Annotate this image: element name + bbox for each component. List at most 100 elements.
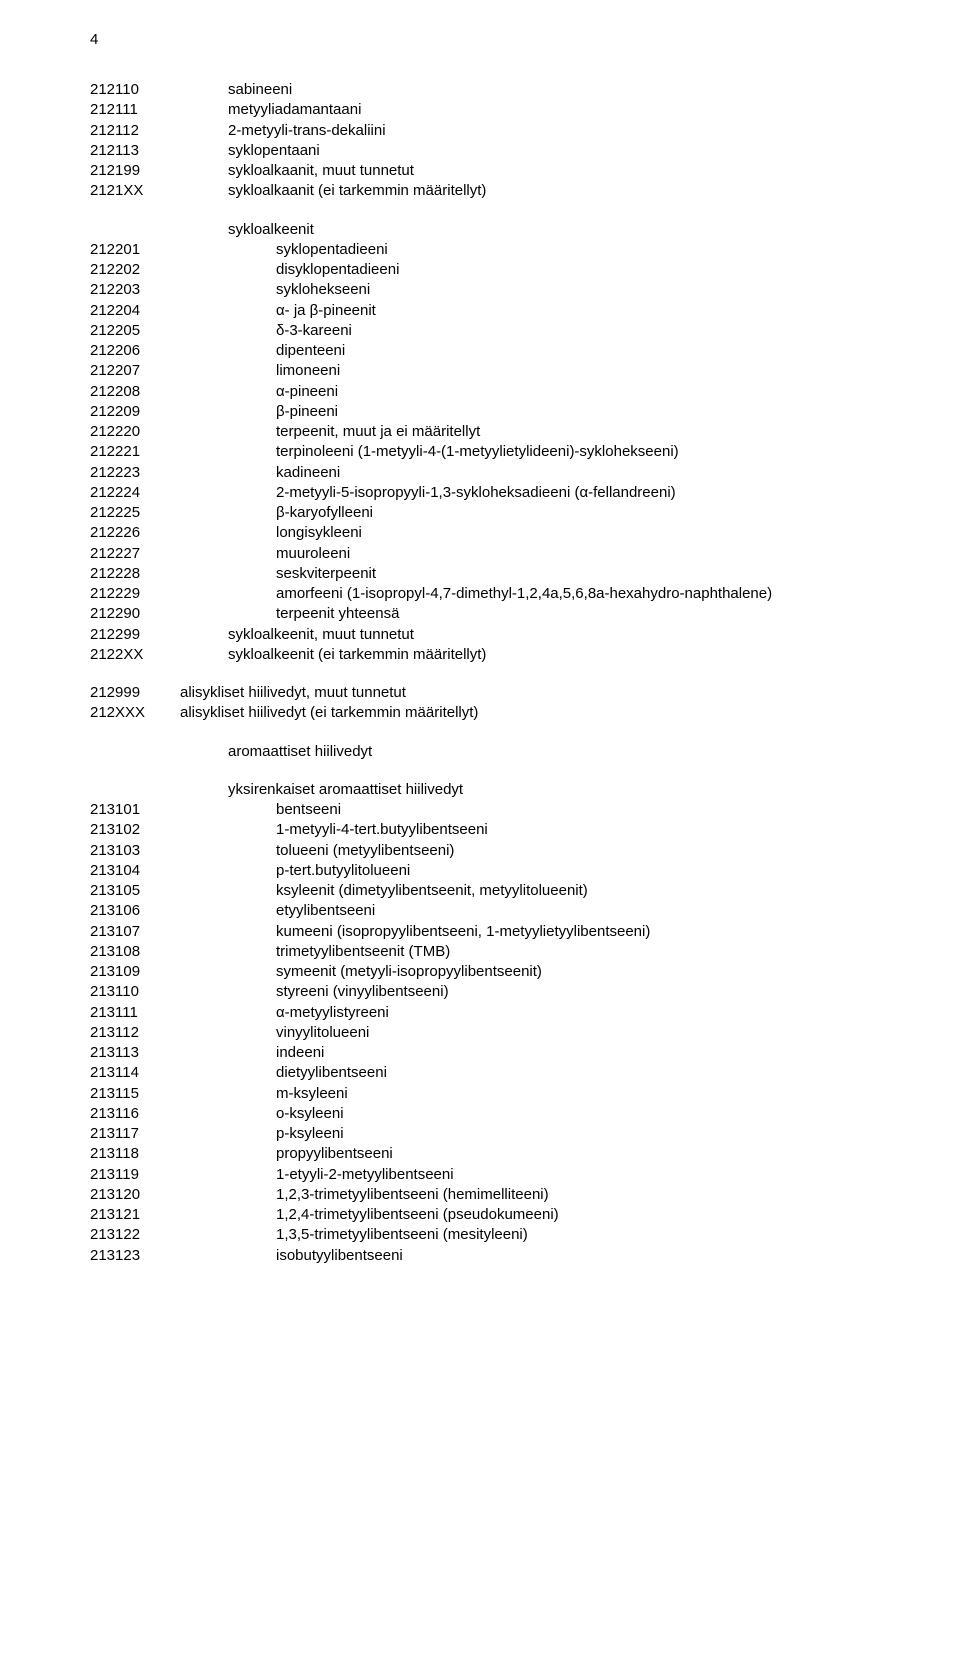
table-row: 213118propyylibentseeni <box>90 1144 870 1164</box>
text-cell: o-ksyleeni <box>180 1104 870 1124</box>
table-row: 213107kumeeni (isopropyylibentseeni, 1-m… <box>90 922 870 942</box>
text-cell: terpeenit yhteensä <box>180 604 870 624</box>
code-cell: 212206 <box>90 341 180 361</box>
table-row: 212202disyklopentadieeni <box>90 260 870 280</box>
block-gap <box>90 665 870 683</box>
code-cell: 212208 <box>90 382 180 402</box>
block-gap <box>90 202 870 220</box>
text-cell: disyklopentadieeni <box>180 260 870 280</box>
table-row: sykloalkeenit <box>90 220 870 240</box>
table-row: 212209β-pineeni <box>90 402 870 422</box>
table-row: 212290terpeenit yhteensä <box>90 604 870 624</box>
text-cell: terpinoleeni (1-metyyli-4-(1-metyylietyl… <box>180 442 870 462</box>
code-cell: 212113 <box>90 141 180 161</box>
text-cell: m-ksyleeni <box>180 1084 870 1104</box>
code-cell: 212111 <box>90 100 180 120</box>
code-cell: 212299 <box>90 625 180 645</box>
table-row: 2131211,2,4-trimetyylibentseeni (pseudok… <box>90 1205 870 1225</box>
text-cell: terpeenit, muut ja ei määritellyt <box>180 422 870 442</box>
text-cell: p-tert.butyylitolueeni <box>180 861 870 881</box>
table-row: 212221terpinoleeni (1-metyyli-4-(1-metyy… <box>90 442 870 462</box>
table-row: 212227muuroleeni <box>90 544 870 564</box>
text-cell: alisykliset hiilivedyt, muut tunnetut <box>180 683 870 703</box>
document-page: 4 212110sabineeni212111metyyliadamantaan… <box>0 0 960 1306</box>
block-gap <box>90 762 870 780</box>
text-cell: 1,3,5-trimetyylibentseeni (mesityleeni) <box>180 1225 870 1245</box>
code-cell: 213122 <box>90 1225 180 1245</box>
text-cell: symeenit (metyyli-isopropyylibentseenit) <box>180 962 870 982</box>
text-cell: indeeni <box>180 1043 870 1063</box>
text-cell: α-pineeni <box>180 382 870 402</box>
table-row: 212201syklopentadieeni <box>90 240 870 260</box>
table-row: 213108trimetyylibentseenit (TMB) <box>90 942 870 962</box>
text-cell: muuroleeni <box>180 544 870 564</box>
code-cell: 213111 <box>90 1003 180 1023</box>
text-cell: dipenteeni <box>180 341 870 361</box>
table-row: 213109symeenit (metyyli-isopropyylibents… <box>90 962 870 982</box>
code-cell: 212221 <box>90 442 180 462</box>
table-row: 2131191-etyyli-2-metyylibentseeni <box>90 1165 870 1185</box>
table-row: 212220terpeenit, muut ja ei määritellyt <box>90 422 870 442</box>
text-cell: isobutyylibentseeni <box>180 1246 870 1266</box>
code-cell: 212227 <box>90 544 180 564</box>
text-cell: aromaattiset hiilivedyt <box>180 742 870 762</box>
code-cell: 213114 <box>90 1063 180 1083</box>
text-cell: trimetyylibentseenit (TMB) <box>180 942 870 962</box>
code-cell: 212229 <box>90 584 180 604</box>
code-cell: 213118 <box>90 1144 180 1164</box>
text-cell: amorfeeni (1-isopropyl-4,7-dimethyl-1,2,… <box>180 584 870 604</box>
text-cell: syklopentaani <box>180 141 870 161</box>
text-cell: 1-etyyli-2-metyylibentseeni <box>180 1165 870 1185</box>
code-cell: 212110 <box>90 80 180 100</box>
text-cell: bentseeni <box>180 800 870 820</box>
table-row: 212999alisykliset hiilivedyt, muut tunne… <box>90 683 870 703</box>
code-cell: 213107 <box>90 922 180 942</box>
code-cell: 213112 <box>90 1023 180 1043</box>
table-row: 212226longisykleeni <box>90 523 870 543</box>
text-cell: 2-metyyli-5-isopropyyli-1,3-sykloheksadi… <box>180 483 870 503</box>
code-cell: 213103 <box>90 841 180 861</box>
table-row: 212199sykloalkaanit, muut tunnetut <box>90 161 870 181</box>
table-row: 213115m-ksyleeni <box>90 1084 870 1104</box>
text-cell: ksyleenit (dimetyylibentseenit, metyylit… <box>180 881 870 901</box>
code-cell: 213108 <box>90 942 180 962</box>
text-cell: 1,2,4-trimetyylibentseeni (pseudokumeeni… <box>180 1205 870 1225</box>
table-row: 2122242-metyyli-5-isopropyyli-1,3-sykloh… <box>90 483 870 503</box>
table-row: 2121122-metyyli-trans-dekaliini <box>90 121 870 141</box>
code-cell: 213117 <box>90 1124 180 1144</box>
table-row: 213116o-ksyleeni <box>90 1104 870 1124</box>
code-cell: 213110 <box>90 982 180 1002</box>
table-row: 213101bentseeni <box>90 800 870 820</box>
text-cell: limoneeni <box>180 361 870 381</box>
text-cell: sykloalkeenit, muut tunnetut <box>180 625 870 645</box>
table-row: 2131221,3,5-trimetyylibentseeni (mesityl… <box>90 1225 870 1245</box>
table-row: 212203syklohekseeni <box>90 280 870 300</box>
text-cell: δ-3-kareeni <box>180 321 870 341</box>
code-cell: 212199 <box>90 161 180 181</box>
text-cell: alisykliset hiilivedyt (ei tarkemmin mää… <box>180 703 870 723</box>
code-cell: 212201 <box>90 240 180 260</box>
text-cell: kumeeni (isopropyylibentseeni, 1-metyyli… <box>180 922 870 942</box>
text-cell: α- ja β-pineenit <box>180 301 870 321</box>
table-row: 213111α-metyylistyreeni <box>90 1003 870 1023</box>
text-cell: β-karyofylleeni <box>180 503 870 523</box>
code-cell: 212209 <box>90 402 180 422</box>
code-cell: 212224 <box>90 483 180 503</box>
table-row: 212208α-pineeni <box>90 382 870 402</box>
table-row: yksirenkaiset aromaattiset hiilivedyt <box>90 780 870 800</box>
text-cell: propyylibentseeni <box>180 1144 870 1164</box>
table-row: 2131021-metyyli-4-tert.butyylibentseeni <box>90 820 870 840</box>
code-cell: 212207 <box>90 361 180 381</box>
text-cell: 1-metyyli-4-tert.butyylibentseeni <box>180 820 870 840</box>
code-cell: 212205 <box>90 321 180 341</box>
code-cell: 213119 <box>90 1165 180 1185</box>
text-cell: sykloalkeenit <box>180 220 870 240</box>
table-row: 212223kadineeni <box>90 463 870 483</box>
table-row: 212207limoneeni <box>90 361 870 381</box>
document-content: 212110sabineeni212111metyyliadamantaani2… <box>90 80 870 1266</box>
code-cell: 212203 <box>90 280 180 300</box>
code-cell: 212220 <box>90 422 180 442</box>
code-cell: 2122XX <box>90 645 180 665</box>
table-row: 213113indeeni <box>90 1043 870 1063</box>
page-number: 4 <box>90 30 98 50</box>
